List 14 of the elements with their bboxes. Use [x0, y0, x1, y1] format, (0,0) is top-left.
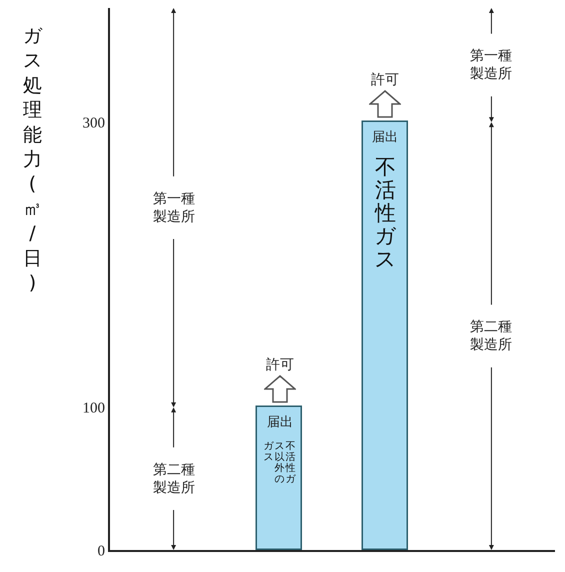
- annotation: 許可: [371, 72, 399, 88]
- annotation: 第一種製造所: [153, 191, 195, 226]
- annotation: 第二種製造所: [470, 319, 512, 354]
- text: ガス処理能力(㎥/日): [23, 25, 42, 294]
- annotation: 第二種製造所: [153, 462, 195, 496]
- y-tick-label: 100: [82, 400, 105, 417]
- annotation: 第一種製造所: [470, 48, 512, 82]
- annotation: 届出: [267, 415, 293, 430]
- y-tick-label: 0: [98, 543, 105, 560]
- annotation: 許可: [266, 357, 294, 373]
- annotation: 届出: [372, 130, 398, 145]
- annotation: 不活性ガス: [373, 155, 398, 272]
- text: 不活性ガス以外のガス: [264, 441, 296, 486]
- y-tick-label: 300: [82, 115, 105, 132]
